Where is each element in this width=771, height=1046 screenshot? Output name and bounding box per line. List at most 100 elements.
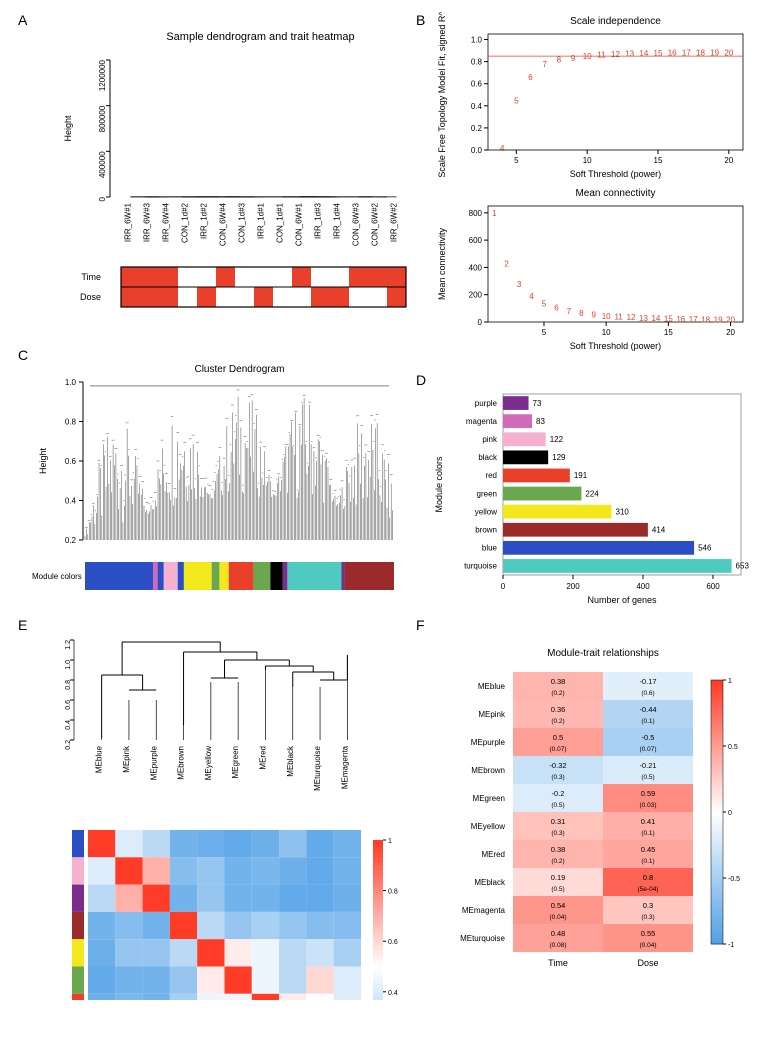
svg-text:Soft Threshold (power): Soft Threshold (power) [570, 169, 661, 179]
svg-text:12: 12 [627, 313, 636, 322]
svg-text:0.8: 0.8 [471, 58, 483, 67]
svg-text:-1: -1 [728, 942, 734, 949]
svg-text:(0.5): (0.5) [551, 886, 564, 893]
svg-text:(0.04): (0.04) [550, 914, 567, 921]
svg-text:0: 0 [98, 196, 107, 201]
svg-text:0.5: 0.5 [553, 733, 563, 742]
svg-text:0.38: 0.38 [551, 845, 566, 854]
svg-text:653: 653 [736, 562, 750, 571]
svg-text:0.6: 0.6 [65, 457, 77, 466]
svg-text:11: 11 [597, 50, 606, 59]
svg-text:MEyellow: MEyellow [471, 822, 505, 831]
svg-text:12: 12 [611, 50, 620, 59]
svg-text:5: 5 [542, 300, 547, 309]
svg-text:MEpurple: MEpurple [471, 738, 506, 747]
svg-text:0.19: 0.19 [551, 873, 566, 882]
svg-text:0.59: 0.59 [641, 789, 656, 798]
svg-text:0: 0 [501, 582, 506, 591]
svg-text:0.4: 0.4 [65, 497, 77, 506]
svg-text:0.0: 0.0 [471, 146, 483, 155]
svg-text:MEmagenta: MEmagenta [340, 745, 349, 789]
svg-text:CON_6W#1: CON_6W#1 [295, 202, 304, 246]
svg-text:0.8: 0.8 [65, 418, 77, 427]
svg-text:400: 400 [469, 263, 483, 272]
svg-text:8: 8 [579, 309, 584, 318]
svg-text:9: 9 [571, 54, 576, 63]
panel-f-module-trait: Module-trait relationshipsMEblue0.38(0.2… [428, 642, 753, 992]
svg-text:191: 191 [574, 471, 588, 480]
svg-text:MEblack: MEblack [474, 878, 506, 887]
svg-text:10: 10 [583, 156, 592, 165]
svg-text:(0.5): (0.5) [641, 774, 654, 781]
svg-text:blue: blue [482, 544, 498, 553]
svg-text:-0.21: -0.21 [639, 761, 656, 770]
svg-text:400: 400 [636, 582, 650, 591]
svg-text:224: 224 [585, 489, 599, 498]
svg-text:-0.2: -0.2 [552, 789, 565, 798]
svg-text:200: 200 [566, 582, 580, 591]
svg-text:4: 4 [529, 292, 534, 301]
svg-text:Soft Threshold (power): Soft Threshold (power) [570, 341, 661, 351]
svg-text:IRR_1d#2: IRR_1d#2 [200, 202, 209, 239]
svg-text:10: 10 [583, 52, 592, 61]
svg-text:6: 6 [528, 73, 533, 82]
svg-text:Module colors: Module colors [32, 572, 82, 581]
svg-text:13: 13 [625, 49, 634, 58]
panel-c-dendrogram: Cluster Dendrogram0.20.40.60.81.0HeightM… [30, 360, 402, 605]
panel-e-heatmap: 0.20.40.60.81.01.2MEblueMEpinkMEpurpleME… [28, 630, 416, 1000]
svg-text:Mean connectivity: Mean connectivity [437, 227, 447, 300]
svg-text:Number of genes: Number of genes [587, 595, 657, 605]
svg-text:(0.1): (0.1) [641, 718, 654, 725]
svg-text:17: 17 [689, 315, 698, 324]
svg-text:red: red [485, 471, 497, 480]
svg-text:0.6: 0.6 [388, 939, 398, 946]
svg-text:MEred: MEred [258, 746, 267, 770]
svg-text:MEyellow: MEyellow [204, 746, 213, 780]
svg-text:18: 18 [696, 49, 705, 58]
svg-text:1: 1 [388, 838, 392, 845]
svg-text:(0.04): (0.04) [640, 942, 657, 949]
svg-text:2: 2 [504, 259, 509, 268]
svg-text:0.48: 0.48 [551, 929, 566, 938]
svg-text:Module colors: Module colors [434, 456, 444, 513]
svg-text:(0.2): (0.2) [551, 858, 564, 865]
svg-text:MEgreen: MEgreen [473, 794, 505, 803]
svg-text:IRR_1d#1: IRR_1d#1 [257, 202, 266, 239]
panel-label-f: F [416, 617, 425, 633]
svg-text:(0.1): (0.1) [641, 830, 654, 837]
svg-text:Cluster Dendrogram: Cluster Dendrogram [194, 364, 284, 375]
svg-text:5: 5 [514, 96, 519, 105]
svg-text:17: 17 [682, 49, 691, 58]
svg-text:3: 3 [517, 280, 522, 289]
panel-label-b: B [416, 12, 425, 28]
svg-text:0.8: 0.8 [643, 873, 653, 882]
svg-text:(0.3): (0.3) [641, 914, 654, 921]
svg-text:pink: pink [482, 435, 498, 444]
svg-text:15: 15 [654, 156, 663, 165]
svg-text:13: 13 [639, 314, 648, 323]
svg-text:20: 20 [724, 49, 733, 58]
svg-text:1: 1 [492, 209, 497, 218]
svg-text:MEblue: MEblue [95, 745, 104, 773]
svg-text:(0.3): (0.3) [551, 774, 564, 781]
svg-text:546: 546 [698, 544, 712, 553]
svg-text:1200000: 1200000 [98, 59, 107, 91]
svg-text:0.4: 0.4 [388, 990, 398, 997]
svg-text:5: 5 [542, 328, 547, 337]
svg-text:310: 310 [616, 507, 630, 516]
svg-text:0.2: 0.2 [471, 124, 483, 133]
panel-label-c: C [18, 347, 28, 363]
svg-text:0.2: 0.2 [65, 536, 77, 545]
svg-text:414: 414 [652, 526, 666, 535]
svg-text:(0.1): (0.1) [641, 858, 654, 865]
svg-text:(0.03): (0.03) [640, 802, 657, 809]
svg-text:IRR_6W#3: IRR_6W#3 [143, 202, 152, 242]
svg-text:Module-trait relationships: Module-trait relationships [547, 648, 659, 659]
svg-text:IRR_6W#2: IRR_6W#2 [390, 202, 399, 242]
svg-text:IRR_1d#4: IRR_1d#4 [333, 202, 342, 239]
panel-label-e: E [18, 617, 27, 633]
svg-text:Time: Time [548, 958, 568, 968]
svg-text:16: 16 [668, 49, 677, 58]
svg-text:9: 9 [592, 310, 597, 319]
svg-text:6: 6 [554, 304, 559, 313]
